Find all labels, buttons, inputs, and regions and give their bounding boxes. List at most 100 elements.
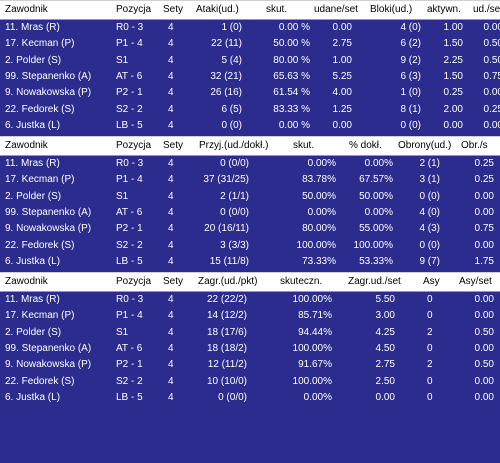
table-cell: 5 (4)	[221, 54, 242, 66]
table-cell: 99. Stepanenko (A)	[5, 206, 92, 218]
column-header[interactable]: Zawodnik	[5, 140, 48, 151]
table-row[interactable]: 17. Kecman (P) P1 - 4 4 14 (12/2) 85.71% 3.00…	[0, 310, 500, 322]
table-cell: 1.25	[332, 103, 352, 115]
table-cell: 0.00	[474, 391, 494, 403]
table-cell: 4	[168, 239, 174, 251]
table-cell: 1.50	[443, 38, 463, 50]
table-cell: 0.00	[474, 239, 494, 251]
column-header[interactable]: aktywn.	[427, 4, 461, 15]
table-row[interactable]: 9. Nowakowska (P) P2 - 1 4 26 (16) 61.54 % 4.…	[0, 87, 500, 99]
column-header[interactable]: Sety	[163, 4, 184, 15]
table-cell: P1 - 4	[116, 310, 143, 322]
serve-table: Zawodnik Pozycja Sety Zagr.(ud./pkt) sku…	[0, 272, 500, 406]
table-cell: 6 (2)	[400, 38, 421, 50]
column-header[interactable]: Obrony(ud.)	[398, 140, 452, 151]
column-header[interactable]: % dokł.	[349, 140, 382, 151]
column-header[interactable]: Zagr.ud./set	[348, 276, 401, 287]
table-cell: 4	[168, 119, 174, 131]
column-header[interactable]: skut.	[266, 4, 288, 15]
table-cell: 1.00	[332, 54, 352, 66]
column-header[interactable]: Bloki(ud.)	[370, 4, 413, 15]
table-row[interactable]: 2. Polder (S) S1 4 5 (4) 80.00 % 1.00 9 (2) 2.2…	[0, 55, 500, 67]
table-cell: 0.00	[474, 190, 494, 202]
table-cell: 0.00	[375, 391, 395, 403]
column-header[interactable]: Zawodnik	[5, 4, 48, 15]
table-cell: 17. Kecman (P)	[5, 174, 75, 186]
column-header[interactable]: Pozycja	[116, 276, 152, 287]
table-row[interactable]: 11. Mras (R) R0 - 3 4 0 (0/0) 0.00% 0.00% 2 (1…	[0, 158, 500, 170]
column-header[interactable]: Zagr.(ud./pkt)	[198, 276, 258, 287]
column-header[interactable]: Asy	[423, 276, 440, 287]
table-row[interactable]: 22. Fedorek (S) S2 - 2 4 10 (10/0) 100.00% 2.…	[0, 376, 500, 388]
table-cell: 4	[168, 174, 174, 186]
table-cell: 2 (1)	[419, 158, 440, 169]
table-cell: 2 (1/1)	[220, 190, 249, 202]
table-cell: 3 (1)	[419, 174, 440, 186]
column-header[interactable]: Sety	[163, 140, 184, 151]
column-header[interactable]: ud./se	[473, 4, 500, 15]
table-cell: 80.00 %	[273, 54, 310, 66]
table-cell: 0.50	[474, 359, 494, 371]
table-row[interactable]: 9. Nowakowska (P) P2 - 1 4 12 (11/2) 91.67% 2…	[0, 359, 500, 371]
table-row[interactable]: 6. Justka (L) LB - 5 4 15 (11/8) 73.33% 53.33…	[0, 256, 500, 268]
column-header[interactable]: skut.	[293, 140, 315, 151]
column-header[interactable]: Asy/set	[459, 276, 492, 287]
table-cell: 11. Mras (R)	[5, 22, 60, 33]
table-cell: S1	[116, 326, 129, 338]
column-header[interactable]: Obr./s	[461, 140, 488, 151]
table-cell: LB - 5	[116, 119, 143, 131]
table-cell: 0.25	[474, 174, 494, 186]
table-row[interactable]: 2. Polder (S) S1 4 18 (17/6) 94.44% 4.25 2 0.50	[0, 327, 500, 339]
table-cell: 2. Polder (S)	[5, 54, 62, 66]
table-cell: 4	[168, 310, 174, 322]
table-row[interactable]: 11. Mras (R) R0 - 3 4 1 (0) 0.00 % 0.00 4 (0) 1…	[0, 22, 500, 34]
table-row[interactable]: 9. Nowakowska (P) P2 - 1 4 20 (16/11) 80.00%…	[0, 223, 500, 235]
column-header[interactable]: udane/set	[314, 4, 358, 15]
column-header[interactable]: Pozycja	[116, 140, 152, 151]
table-cell: 4 (0)	[419, 206, 440, 218]
column-header[interactable]: Przyj.(ud./dokł.)	[199, 140, 269, 151]
table-cell: 18 (17/6)	[206, 326, 247, 338]
column-header[interactable]: Ataki(ud.)	[196, 4, 239, 15]
table-row[interactable]: 99. Stepanenko (A) AT - 6 4 32 (21) 65.63 % 5…	[0, 71, 500, 83]
table-row[interactable]: 17. Kecman (P) P1 - 4 4 37 (31/25) 83.78% 67.…	[0, 174, 500, 186]
table-row[interactable]: 6. Justka (L) LB - 5 4 0 (0/0) 0.00% 0.00 0 0.0…	[0, 392, 500, 404]
table-cell: 0	[427, 391, 433, 403]
column-header[interactable]: Sety	[163, 276, 184, 287]
table-cell: 11. Mras (R)	[5, 158, 60, 169]
table-cell: 0	[427, 342, 433, 354]
table-cell: 2.25	[443, 54, 463, 66]
table-row[interactable]: 6. Justka (L) LB - 5 4 0 (0) 0.00 % 0.00 0 (0)…	[0, 120, 500, 132]
table-cell: 4	[168, 103, 174, 115]
table-cell: 0.00%	[307, 206, 336, 218]
table-cell: 0.50	[483, 54, 500, 66]
table-cell: 4	[168, 255, 174, 267]
table-cell: 0.00	[474, 294, 494, 305]
table-cell: P2 - 1	[116, 223, 143, 235]
column-header[interactable]: skuteczn.	[280, 276, 323, 287]
table-cell: 4	[168, 87, 174, 99]
table-cell: 0 (0/0)	[218, 391, 247, 403]
table-cell: 2.75	[332, 38, 352, 50]
column-header[interactable]: Zawodnik	[5, 276, 48, 287]
table-row[interactable]: 22. Fedorek (S) S2 - 2 4 3 (3/3) 100.00% 100.…	[0, 240, 500, 252]
table-cell: 50.00%	[359, 190, 393, 202]
table-cell: 1 (0)	[221, 22, 242, 33]
table-cell: 0.00%	[364, 158, 393, 169]
table-row[interactable]: 11. Mras (R) R0 - 3 4 22 (22/2) 100.00% 5.50 0…	[0, 294, 500, 306]
table-row[interactable]: 99. Stepanenko (A) AT - 6 4 18 (18/2) 100.00…	[0, 343, 500, 355]
table-cell: 4	[168, 342, 174, 354]
table-cell: 6 (3)	[400, 70, 421, 82]
table-cell: 0.00 %	[278, 119, 310, 131]
table-cell: 18 (18/2)	[206, 342, 247, 354]
table-row[interactable]: 17. Kecman (P) P1 - 4 4 22 (11) 50.00 % 2.75 6…	[0, 38, 500, 50]
table-cell: P2 - 1	[116, 87, 143, 99]
table-cell: 4	[168, 22, 174, 33]
column-header[interactable]: Pozycja	[116, 4, 152, 15]
table-cell: 12 (11/2)	[207, 359, 247, 371]
table-row[interactable]: 99. Stepanenko (A) AT - 6 4 0 (0/0) 0.00% 0.0…	[0, 207, 500, 219]
table-row[interactable]: 2. Polder (S) S1 4 2 (1/1) 50.00% 50.00% 0 (0)…	[0, 191, 500, 203]
table-row[interactable]: 22. Fedorek (S) S2 - 2 4 6 (5) 83.33 % 1.25 8 …	[0, 104, 500, 116]
table-cell: 22. Fedorek (S)	[5, 375, 75, 387]
table-cell: AT - 6	[116, 70, 143, 82]
